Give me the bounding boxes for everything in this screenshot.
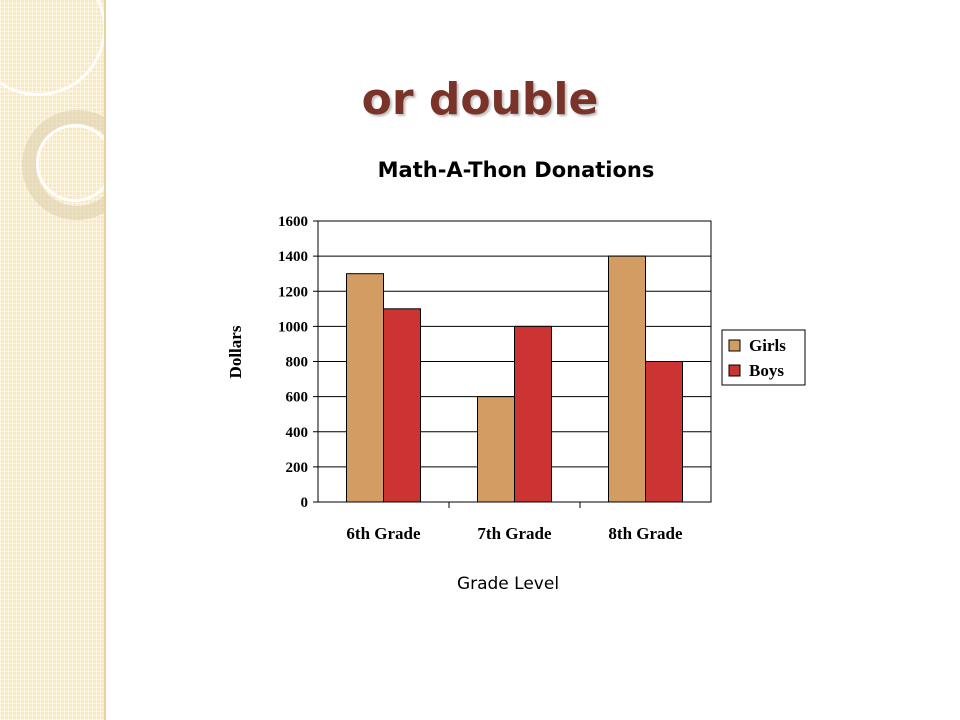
decorative-ring-inner bbox=[36, 124, 106, 202]
y-tick-label: 1200 bbox=[278, 284, 308, 300]
y-axis-label: Dollars bbox=[226, 325, 245, 378]
slide-title: or double bbox=[361, 74, 599, 125]
y-tick-label: 1000 bbox=[278, 319, 308, 335]
bar-girls-7th-grade bbox=[477, 396, 515, 503]
chart-bars bbox=[346, 255, 683, 503]
bar-girls-8th-grade bbox=[608, 255, 646, 503]
y-tick-label: 600 bbox=[286, 390, 309, 406]
plot-frame bbox=[317, 220, 712, 503]
bar-girls-6th-grade bbox=[346, 273, 384, 503]
x-category-label: 7th Grade bbox=[477, 524, 552, 543]
legend-swatch-girls bbox=[728, 339, 741, 352]
y-tick-label: 400 bbox=[286, 425, 309, 441]
legend-label-girls: Girls bbox=[749, 336, 786, 355]
y-tick-label: 1400 bbox=[278, 249, 308, 265]
x-axis-label: Grade Level bbox=[457, 574, 559, 594]
y-tick-label: 1600 bbox=[278, 214, 308, 230]
x-category-label: 6th Grade bbox=[346, 524, 421, 543]
chart-title: Math-A-Thon Donations bbox=[378, 158, 655, 182]
chart-legend: Girls Boys bbox=[721, 329, 806, 386]
bar-boys-8th-grade bbox=[645, 361, 683, 503]
x-category-label: 8th Grade bbox=[608, 524, 683, 543]
decorative-side-panel bbox=[0, 0, 106, 720]
chart-axes: 0 200 400 600 800 1000 1200 1400 1600 6th Grade 7t… bbox=[278, 214, 712, 543]
legend-label-boys: Boys bbox=[749, 361, 784, 380]
y-tick-label: 200 bbox=[286, 460, 309, 476]
bar-boys-6th-grade bbox=[383, 308, 421, 503]
y-tick-label: 800 bbox=[286, 355, 309, 371]
bar-boys-7th-grade bbox=[514, 325, 552, 503]
y-tick-label: 0 bbox=[301, 495, 309, 511]
side-panel-edge bbox=[104, 0, 106, 720]
legend-swatch-boys bbox=[728, 364, 741, 377]
